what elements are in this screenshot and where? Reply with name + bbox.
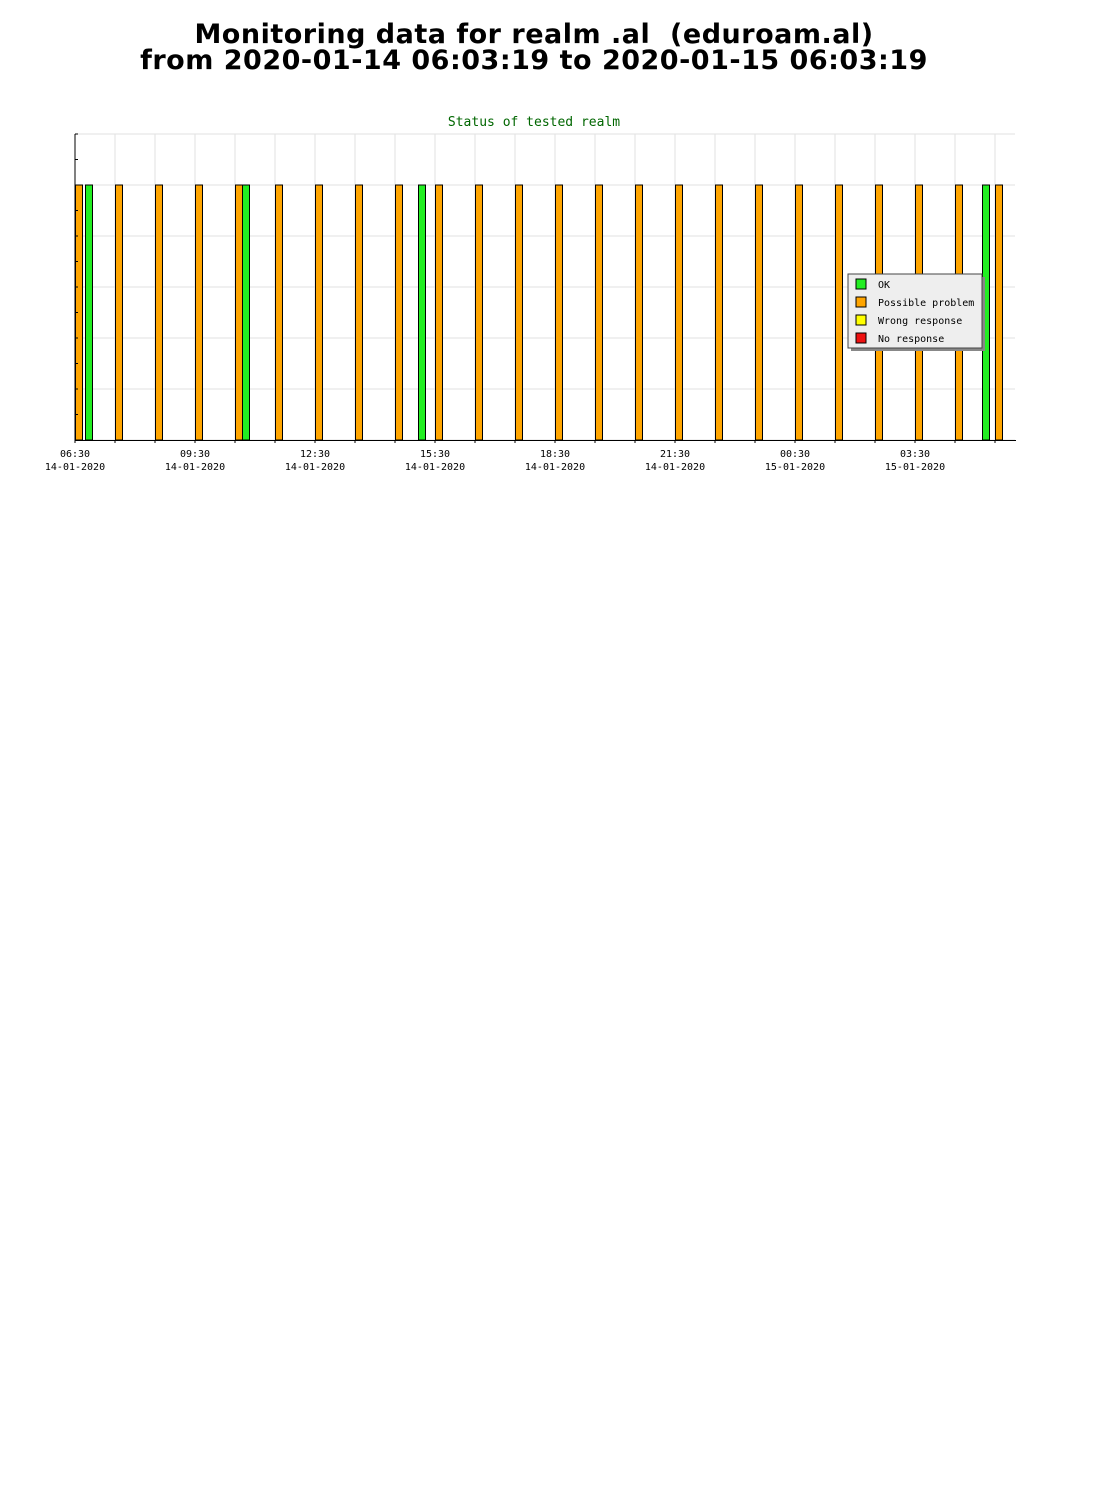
bar-possible-problem [115, 184, 123, 441]
chart-axes [74, 133, 1016, 441]
bar-possible-problem [635, 184, 643, 441]
bar-possible-problem [555, 184, 563, 441]
bar-possible-problem [275, 184, 283, 441]
legend-swatch [855, 278, 867, 290]
legend-swatch [855, 296, 867, 308]
legend-label: No response [878, 334, 944, 345]
bar-ok [418, 184, 426, 441]
x-tick-label-date: 15-01-2020 [885, 462, 945, 473]
bar-ok [85, 184, 93, 441]
legend-swatch [855, 332, 867, 344]
legend-box [847, 273, 983, 349]
status-chart: Status of tested realm 06:30 14-01-2020 09… [45, 115, 1016, 473]
bar-possible-problem [995, 184, 1003, 441]
legend-label: OK [878, 280, 890, 291]
page-title-line-1: Monitoring data for realm .al (eduroam.a… [194, 19, 874, 50]
x-tick-label-time: 03:30 [900, 449, 930, 460]
bar-possible-problem [755, 184, 763, 441]
bar-possible-problem [835, 184, 843, 441]
x-tick-label-time: 00:30 [780, 449, 810, 460]
x-tick-label-date: 14-01-2020 [405, 462, 465, 473]
x-tick-label-date: 14-01-2020 [525, 462, 585, 473]
x-axis-ticks: 06:30 14-01-2020 09:30 14-01-2020 12:30 14-01… [45, 440, 996, 473]
bar-possible-problem [435, 184, 443, 441]
legend-swatch [855, 314, 867, 326]
bar-possible-problem [195, 184, 203, 441]
bar-possible-problem [475, 184, 483, 441]
bar-possible-problem [395, 184, 403, 441]
x-tick-label-date: 15-01-2020 [765, 462, 825, 473]
x-tick-label-time: 18:30 [540, 449, 570, 460]
x-tick-label-time: 12:30 [300, 449, 330, 460]
page-title: Monitoring data for realm .al (eduroam.a… [0, 19, 1068, 76]
bar-possible-problem [715, 184, 723, 441]
bar-possible-problem [315, 184, 323, 441]
bar-possible-problem [675, 184, 683, 441]
x-tick-label-time: 09:30 [180, 449, 210, 460]
chart-legend: OK Possible problem Wrong response No respo… [847, 273, 985, 351]
bar-possible-problem [795, 184, 803, 441]
x-tick-label-time: 21:30 [660, 449, 690, 460]
x-tick-label-time: 15:30 [420, 449, 450, 460]
bar-possible-problem [515, 184, 523, 441]
page-title-line-2: from 2020-01-14 06:03:19 to 2020-01-15 0… [140, 45, 928, 76]
bar-possible-problem [155, 184, 163, 441]
bar-possible-problem [595, 184, 603, 441]
bar-possible-problem [355, 184, 363, 441]
x-tick-label-date: 14-01-2020 [45, 462, 105, 473]
chart-title: Status of tested realm [448, 115, 620, 130]
x-tick-label-date: 14-01-2020 [165, 462, 225, 473]
bar-possible-problem [235, 184, 243, 441]
bar-ok [242, 184, 250, 441]
legend-label: Wrong response [878, 316, 962, 327]
x-tick-label-time: 06:30 [60, 449, 90, 460]
x-tick-label-date: 14-01-2020 [285, 462, 345, 473]
legend-label: Possible problem [878, 298, 974, 309]
x-tick-label-date: 14-01-2020 [645, 462, 705, 473]
